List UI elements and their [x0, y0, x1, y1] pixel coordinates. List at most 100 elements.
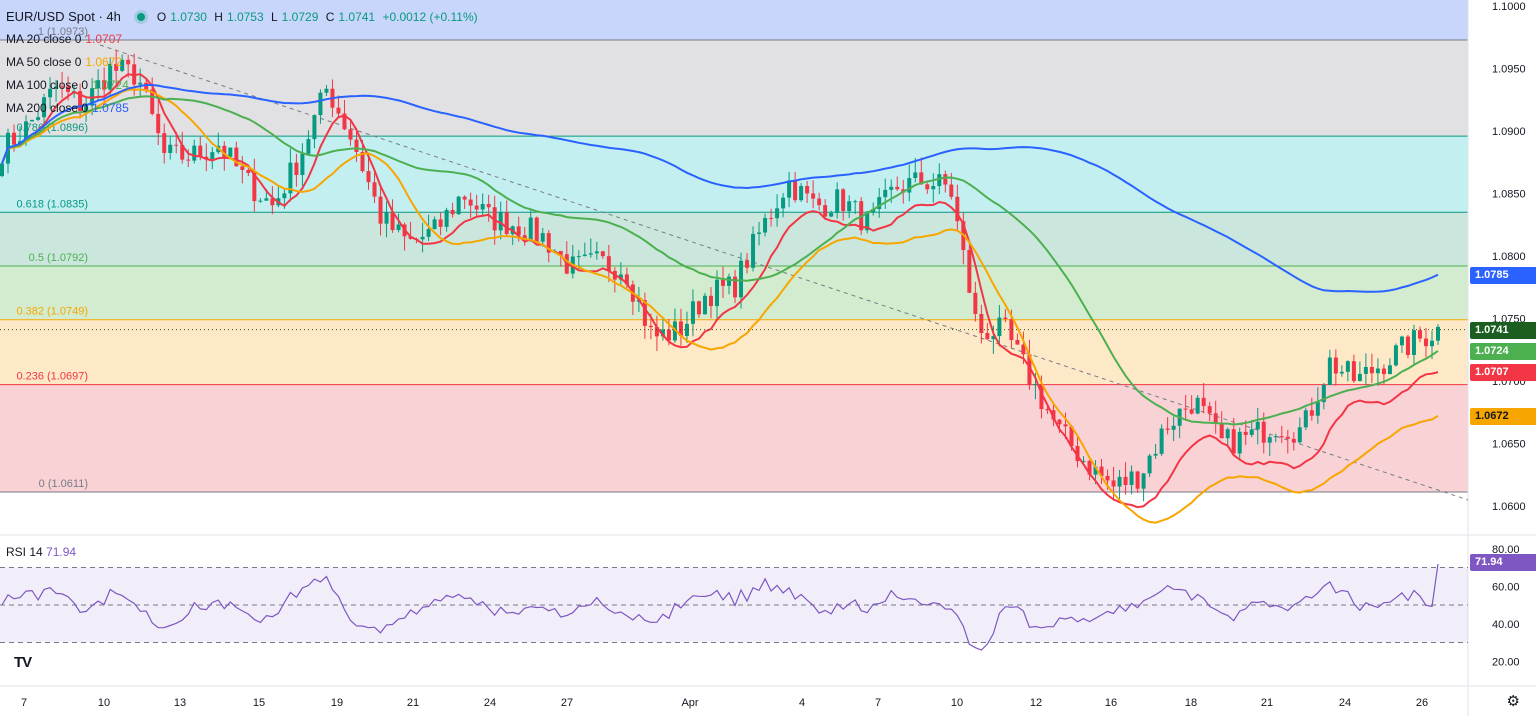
candle-body	[168, 144, 173, 153]
candle-body	[1219, 423, 1224, 439]
candle-body	[654, 327, 659, 337]
time-tick-label: 16	[1105, 697, 1117, 709]
ma50-legend[interactable]: MA 50 close 0 1.0672	[6, 55, 123, 69]
candle-body	[1213, 413, 1218, 424]
rsi-legend[interactable]: RSI 14 71.94	[6, 545, 77, 559]
price-tick-label: 1.0600	[1492, 501, 1526, 513]
candle-body	[1237, 431, 1242, 454]
candle-body	[1225, 429, 1230, 439]
candle-body	[1201, 397, 1206, 407]
candle-body	[1261, 421, 1266, 443]
candle-body	[30, 119, 35, 122]
candle-body	[1129, 471, 1134, 485]
candle-body	[955, 196, 960, 222]
candle-body	[1087, 460, 1092, 475]
candle-body	[1183, 408, 1188, 410]
candle-body	[979, 313, 984, 334]
candle-body	[714, 279, 719, 307]
candle-body	[366, 171, 371, 183]
time-tick-label: 26	[1416, 697, 1428, 709]
candle-body	[1027, 354, 1032, 386]
fib-level-label: 0.5 (1.0792)	[29, 252, 88, 264]
ma100-legend[interactable]: MA 100 close 0 1.0724	[6, 78, 129, 92]
change-value: +0.0012 (+0.11%)	[382, 9, 478, 24]
candle-body	[1321, 384, 1326, 403]
candle-body	[1279, 436, 1284, 438]
candle-body	[540, 233, 545, 242]
candle-body	[1255, 421, 1260, 430]
fib-level-label: 0.786 (1.0896)	[16, 122, 88, 134]
candle-body	[1309, 410, 1314, 416]
candle-body	[1069, 426, 1074, 447]
candle-body	[1333, 357, 1338, 374]
ma-line-2	[1, 95, 1439, 426]
candle-body	[1369, 366, 1374, 374]
candle-body	[931, 186, 936, 190]
price-label: 1.0672	[1470, 407, 1536, 425]
candle-body	[1393, 345, 1398, 366]
candle-body	[66, 86, 71, 92]
candle-body	[1231, 429, 1236, 454]
candle-body	[174, 144, 179, 146]
candle-body	[390, 212, 395, 231]
candle-body	[1267, 437, 1272, 443]
candle-body	[721, 279, 726, 286]
candle-body	[588, 253, 593, 255]
candle-body	[78, 91, 83, 112]
candle-body	[769, 217, 774, 219]
candle-body	[1189, 409, 1194, 414]
candle-body	[1033, 383, 1038, 386]
tradingview-logo-icon[interactable]: TV	[14, 654, 32, 671]
price-tick-label: 1.0800	[1492, 251, 1526, 263]
time-tick-label: 18	[1185, 697, 1197, 709]
candle-body	[504, 212, 509, 235]
candle-body	[258, 200, 263, 202]
candle-body	[600, 251, 605, 257]
candle-body	[444, 209, 449, 227]
candle-body	[1051, 410, 1056, 420]
candle-body	[678, 321, 683, 337]
ma20-legend[interactable]: MA 20 close 0 1.0707	[6, 32, 123, 46]
candle-body	[1135, 471, 1140, 489]
gear-icon[interactable]: ⚙	[1506, 693, 1520, 710]
candle-body	[1423, 338, 1428, 347]
candle-body	[889, 186, 894, 190]
candle-body	[666, 329, 671, 341]
candle-body	[1039, 383, 1044, 410]
candle-body	[835, 189, 840, 213]
candle-body	[739, 260, 744, 298]
candle-body	[1405, 336, 1410, 356]
candle-body	[943, 174, 948, 185]
candle-body	[937, 174, 942, 187]
candle-body	[42, 97, 47, 118]
candle-body	[865, 212, 870, 231]
candle-body	[757, 232, 762, 234]
candle-body	[186, 159, 191, 161]
candle-body	[60, 86, 65, 88]
candle-body	[925, 184, 930, 190]
candle-body	[805, 186, 810, 194]
ma200-legend[interactable]: MA 200 close 0 1.0785	[6, 101, 129, 115]
candle-body	[300, 153, 305, 176]
candle-body	[913, 172, 918, 179]
price-tick-label: 1.0650	[1492, 438, 1526, 450]
candle-body	[162, 133, 167, 153]
candle-body	[606, 256, 611, 271]
candle-body	[775, 208, 780, 219]
symbol-title[interactable]: EUR/USD Spot · 4h	[6, 9, 121, 24]
candle-body	[0, 163, 4, 177]
price-tick-label: 1.0900	[1492, 126, 1526, 138]
price-label: 1.0724	[1470, 342, 1536, 360]
low-value: 1.0729	[281, 9, 319, 24]
candle-body	[534, 217, 539, 242]
market-status-icon	[136, 12, 145, 21]
time-tick-label: 27	[561, 697, 573, 709]
candle-body	[991, 336, 996, 340]
rsi-value-label: 71.94	[1470, 554, 1536, 571]
fib-zone	[0, 212, 1468, 266]
candle-body	[1297, 427, 1302, 443]
candle-body	[823, 205, 828, 217]
ohlc-values: O 1.0730 H 1.0753 L 1.0729 C 1.0741 +0.0012 …	[156, 9, 478, 24]
candle-body	[354, 139, 359, 152]
